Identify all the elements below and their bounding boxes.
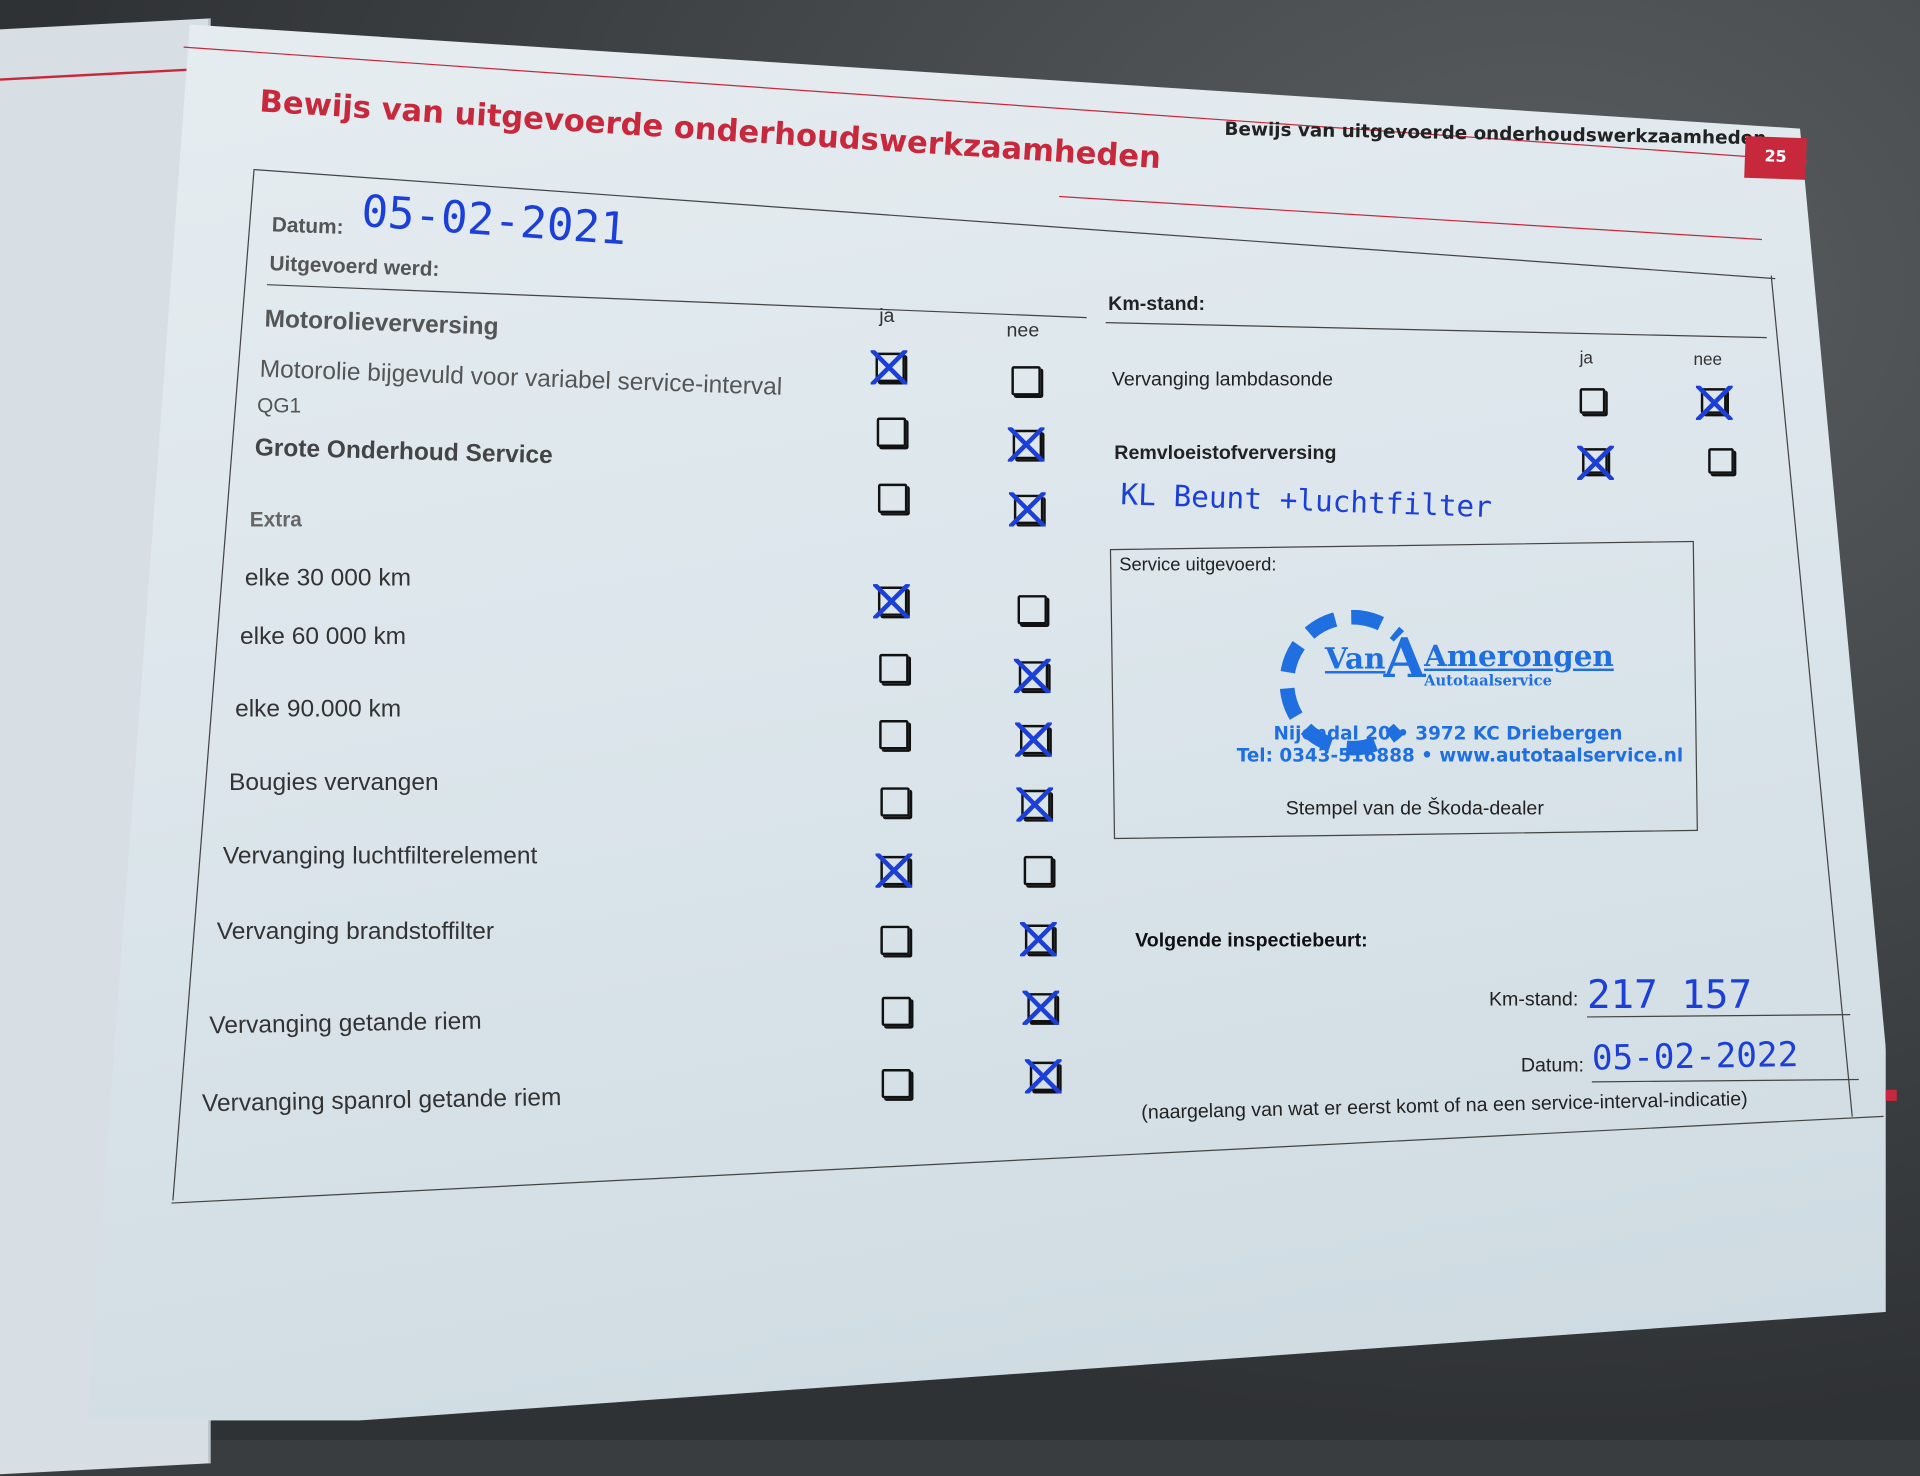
checkbox-ja[interactable] bbox=[873, 584, 910, 619]
item-label: elke 90.000 km bbox=[235, 695, 402, 723]
checkbox-ja[interactable] bbox=[877, 483, 908, 514]
checkbox-nee[interactable] bbox=[1013, 658, 1051, 694]
checkbox-nee[interactable] bbox=[1011, 366, 1041, 396]
checkbox-ja[interactable] bbox=[879, 653, 909, 684]
item-label: Vervanging lambdasonde bbox=[1111, 369, 1333, 391]
checkbox-nee[interactable] bbox=[1023, 855, 1054, 886]
stamp-name-2: Amerongen bbox=[1424, 637, 1614, 674]
next-datum-value: 05-02-2022 bbox=[1591, 1034, 1799, 1079]
stamp-contact: Tel: 0343-516888 • www.autotaalservice.n… bbox=[1236, 744, 1684, 767]
item-label: elke 30 000 km bbox=[244, 564, 411, 592]
checkbox-ja[interactable] bbox=[879, 720, 909, 750]
stamp-initial-a: A bbox=[1383, 628, 1426, 691]
next-km-value: 217 157 bbox=[1586, 971, 1753, 1018]
stamp-subtitle: Autotaalservice bbox=[1424, 672, 1552, 690]
col-nee: nee bbox=[1693, 348, 1723, 369]
stamp-caption: Stempel van de Škoda-dealer bbox=[1285, 798, 1544, 820]
col-nee: nee bbox=[1006, 320, 1040, 342]
section-extra: Extra bbox=[249, 508, 302, 532]
item-label: Vervanging getande riem bbox=[209, 1007, 482, 1040]
checkbox-ja[interactable] bbox=[870, 350, 908, 385]
checkbox-ja[interactable] bbox=[1577, 445, 1614, 481]
checkbox-nee[interactable] bbox=[1016, 787, 1054, 822]
checkbox-nee[interactable] bbox=[1008, 492, 1046, 527]
checkbox-nee[interactable] bbox=[1020, 922, 1057, 957]
item-label: Remvloeistofverversing bbox=[1114, 443, 1337, 465]
next-inspection-label: Volgende inspectiebeurt: bbox=[1135, 930, 1368, 952]
item-label: elke 60 000 km bbox=[240, 623, 407, 651]
col-ja: ja bbox=[1579, 347, 1593, 368]
page-number: 25 bbox=[1744, 136, 1807, 180]
stamp-address: Nijendal 20 • 3972 KC Driebergen bbox=[1273, 722, 1623, 745]
checkbox-ja[interactable] bbox=[881, 996, 912, 1027]
page-marker bbox=[1885, 1089, 1897, 1101]
col-ja: ja bbox=[879, 306, 895, 327]
next-datum-label: Datum: bbox=[1520, 1055, 1584, 1077]
checkbox-ja[interactable] bbox=[875, 853, 913, 888]
stamp-name-1: Van bbox=[1324, 640, 1386, 676]
next-km-label: Km-stand: bbox=[1488, 989, 1579, 1011]
item-label: Bougies vervangen bbox=[228, 768, 439, 796]
checkbox-nee[interactable] bbox=[1017, 595, 1047, 625]
checkbox-nee[interactable] bbox=[1695, 385, 1733, 421]
item-label: Vervanging luchtfilterelement bbox=[222, 842, 538, 870]
item-sublabel: QG1 bbox=[257, 394, 302, 418]
checkbox-ja[interactable] bbox=[1579, 388, 1606, 414]
checkbox-nee[interactable] bbox=[1024, 1059, 1062, 1094]
checkbox-nee[interactable] bbox=[1708, 448, 1734, 474]
checkbox-nee[interactable] bbox=[1007, 427, 1045, 462]
item-label: Vervanging brandstoffilter bbox=[216, 918, 495, 946]
km-stand-label: Km-stand: bbox=[1108, 293, 1206, 315]
booklet-page bbox=[85, 24, 1886, 1421]
checkbox-nee[interactable] bbox=[1015, 722, 1052, 757]
datum-label: Datum: bbox=[271, 213, 344, 239]
checkbox-ja[interactable] bbox=[880, 925, 910, 956]
service-label: Service uitgevoerd: bbox=[1119, 554, 1277, 576]
checkbox-ja[interactable] bbox=[880, 787, 910, 817]
checkbox-ja[interactable] bbox=[876, 417, 907, 447]
checkbox-nee[interactable] bbox=[1022, 990, 1060, 1025]
checkbox-ja[interactable] bbox=[881, 1068, 912, 1099]
